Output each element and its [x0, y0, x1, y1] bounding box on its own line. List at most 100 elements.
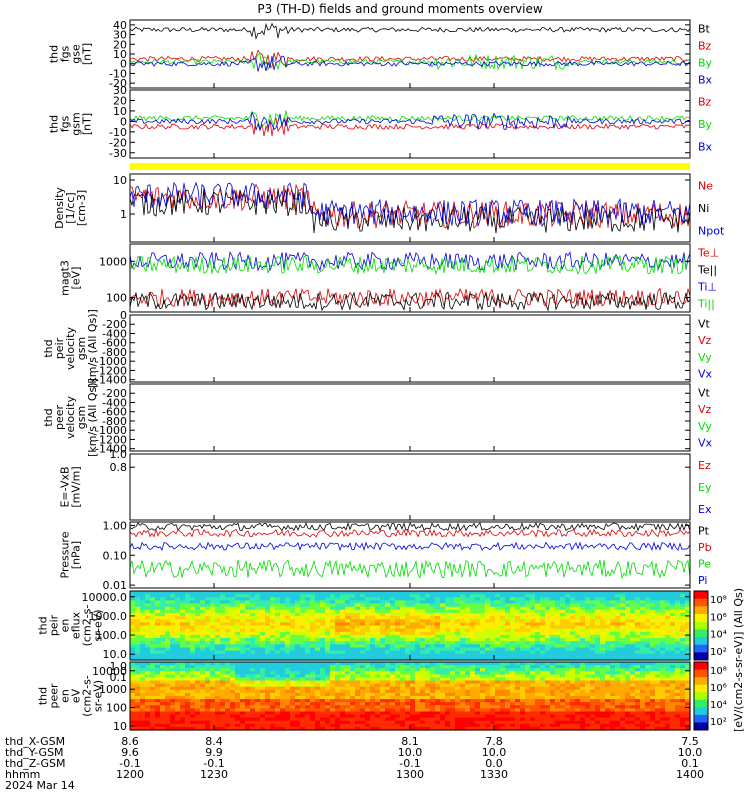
- spectrogram-cell: [605, 674, 611, 679]
- spectrogram-cell: [250, 641, 256, 645]
- spectrogram-cell: [585, 711, 591, 716]
- spectrogram-cell: [215, 689, 221, 694]
- spectrogram-cell: [135, 644, 141, 648]
- spectrogram-cell: [550, 662, 556, 666]
- spectrogram-cell: [545, 726, 551, 731]
- spectrogram-cell: [360, 628, 366, 633]
- spectrogram-cell: [510, 674, 516, 679]
- spectrogram-cell: [440, 714, 446, 719]
- spectrogram-cell: [390, 628, 396, 633]
- spectrogram-cell: [390, 686, 396, 691]
- spectrogram-cell: [360, 689, 366, 694]
- spectrogram-cell: [420, 619, 426, 623]
- spectrogram-cell: [415, 647, 421, 652]
- spectrogram-cell: [675, 631, 681, 636]
- spectrogram-cell: [285, 644, 291, 648]
- spectrogram-cell: [355, 600, 361, 605]
- spectrogram-cell: [205, 622, 211, 627]
- spectrogram-cell: [145, 641, 151, 645]
- spectrogram-cell: [410, 594, 416, 598]
- spectrogram-cell: [295, 653, 301, 658]
- spectrogram-cell: [575, 717, 581, 722]
- spectrogram-cell: [535, 686, 541, 691]
- spectrogram-cell: [340, 653, 346, 658]
- spectrogram-cell: [395, 591, 401, 595]
- spectrogram-cell: [190, 680, 196, 685]
- spectrogram-cell: [270, 603, 276, 608]
- spectrogram-cell: [220, 686, 226, 691]
- spectrogram-cell: [630, 634, 636, 639]
- spectrogram-cell: [475, 699, 481, 703]
- spectrogram-cell: [480, 609, 486, 614]
- spectrogram-cell: [165, 656, 171, 661]
- spectrogram-cell: [600, 591, 606, 595]
- spectrogram-cell: [340, 711, 346, 716]
- y-axis-label-line: thd: [37, 616, 50, 634]
- spectrogram-cell: [510, 686, 516, 691]
- spectrogram-cell: [525, 720, 531, 725]
- spectrogram-cell: [595, 696, 601, 700]
- spectrogram-cell: [170, 683, 176, 688]
- spectrogram-cell: [410, 696, 416, 700]
- spectrogram-cell: [515, 653, 521, 658]
- spectrogram-cell: [330, 696, 336, 700]
- spectrogram-cell: [525, 683, 531, 688]
- spectrogram-cell: [495, 613, 501, 617]
- spectrogram-cell: [335, 638, 341, 642]
- spectrogram-cell: [300, 641, 306, 645]
- spectrogram-cell: [570, 665, 576, 669]
- spectrogram-cell: [520, 699, 526, 703]
- spectrogram-cell: [470, 641, 476, 645]
- spectrogram-cell: [255, 726, 261, 731]
- spectrogram-cell: [210, 702, 216, 706]
- spectrogram-cell: [640, 641, 646, 645]
- spectrogram-cell: [405, 650, 411, 655]
- spectrogram-cell: [525, 594, 531, 598]
- spectrogram-cell: [395, 625, 401, 630]
- spectrogram-cell: [345, 594, 351, 598]
- spectrogram-cell: [515, 702, 521, 706]
- spectrogram-cell: [455, 644, 461, 648]
- spectrogram-cell: [410, 665, 416, 669]
- spectrogram-cell: [250, 591, 256, 595]
- spectrogram-cell: [145, 619, 151, 623]
- spectrogram-cell: [645, 619, 651, 623]
- spectrogram-cell: [500, 708, 506, 713]
- spectrogram-cell: [270, 705, 276, 709]
- spectrogram-cell: [555, 711, 561, 716]
- spectrogram-cell: [255, 689, 261, 694]
- spectrogram-cell: [255, 723, 261, 728]
- spectrogram-cell: [135, 631, 141, 636]
- spectrogram-cell: [505, 665, 511, 669]
- spectrogram-cell: [260, 591, 266, 595]
- spectrogram-cell: [565, 674, 571, 679]
- spectrogram-cell: [455, 591, 461, 595]
- spectrogram-cell: [195, 656, 201, 661]
- spectrogram-cell: [535, 699, 541, 703]
- spectrogram-cell: [540, 723, 546, 728]
- spectrogram-cell: [165, 720, 171, 725]
- spectrogram-cell: [340, 606, 346, 611]
- spectrogram-cell: [470, 686, 476, 691]
- spectrogram-cell: [370, 686, 376, 691]
- spectrogram-cell: [635, 606, 641, 611]
- spectrogram-cell: [430, 680, 436, 685]
- spectrogram-cell: [140, 650, 146, 655]
- spectrogram-cell: [385, 606, 391, 611]
- spectrogram-cell: [235, 720, 241, 725]
- spectrogram-cell: [505, 603, 511, 608]
- spectrogram-cell: [135, 665, 141, 669]
- spectrogram-cell: [610, 677, 616, 682]
- spectrogram-cell: [450, 634, 456, 639]
- spectrogram-cell: [195, 628, 201, 633]
- spectrogram-cell: [385, 625, 391, 630]
- spectrogram-cell: [575, 720, 581, 725]
- spectrogram-cell: [130, 625, 136, 630]
- spectrogram-cell: [330, 650, 336, 655]
- spectrogram-cell: [605, 699, 611, 703]
- spectrogram-cell: [140, 708, 146, 713]
- spectrogram-cell: [190, 641, 196, 645]
- spectrogram-cell: [555, 671, 561, 675]
- spectrogram-cell: [590, 594, 596, 598]
